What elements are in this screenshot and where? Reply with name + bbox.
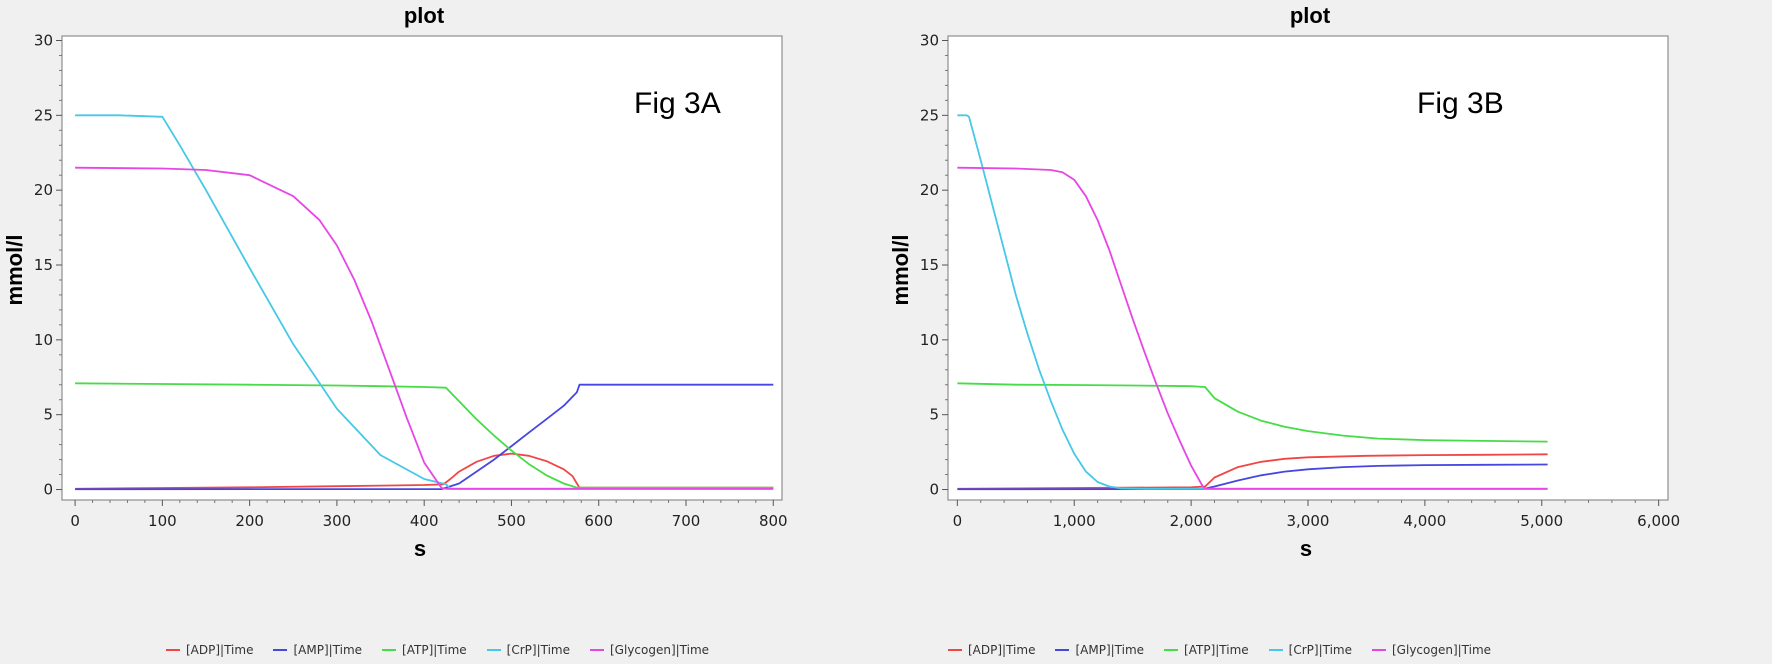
chart-b-xtick-label: 2,000 <box>1170 512 1213 530</box>
chart-svg-b: plot 0 5 10 15 20 25 30 0 1,000 2,000 3,000 4,000 5,0… <box>888 3 1680 561</box>
chart-a-ytick-label: 25 <box>34 106 53 124</box>
chart-b-ytick-label: 0 <box>929 481 939 499</box>
chart-b-legend-adp-time[interactable]: [ADP]|Time <box>948 640 1035 660</box>
chart-b-series-glycogen-time <box>957 166 1548 490</box>
chart-a-ytick-label: 5 <box>43 406 53 424</box>
chart-b-ytick-label: 25 <box>920 106 939 124</box>
legend-label: [AMP]|Time <box>293 643 363 657</box>
legend-a: [ADP]|Time [AMP]|Time [ATP]|Time [CrP]|Time… <box>166 640 729 660</box>
chart-a-xtick-label: 0 <box>70 512 80 530</box>
chart-a-xtick-label: 800 <box>759 512 788 530</box>
chart-b-series-crp-time <box>957 114 1548 490</box>
chart-b-series-atp-time <box>957 382 1548 443</box>
chart-b-ytick-label: 5 <box>929 406 939 424</box>
chart-a-plot-area <box>61 35 783 501</box>
chart-a-ylabel: mmol/l <box>2 235 27 306</box>
chart-b-series-adp-time <box>957 453 1548 490</box>
chart-b-xtick-label: 3,000 <box>1287 512 1330 530</box>
chart-a-legend-atp-time[interactable]: [ATP]|Time <box>382 640 467 660</box>
chart-b-xtick-label: 4,000 <box>1403 512 1446 530</box>
legend-label: [ATP]|Time <box>402 643 467 657</box>
chart-a-ytick-label: 15 <box>34 256 53 274</box>
chart-panel-a: plot 0 5 10 15 20 25 30 0 100 200 300 400 500 600 700 80… <box>2 3 788 660</box>
legend-swatch <box>1055 649 1070 651</box>
chart-a-ytick-label: 30 <box>34 31 53 49</box>
chart-b-xtick-label: 1,000 <box>1053 512 1096 530</box>
chart-b-ylabel: mmol/l <box>888 235 913 306</box>
legend-label: [ATP]|Time <box>1184 643 1249 657</box>
chart-a-series-amp-time <box>75 383 774 491</box>
chart-a-series-adp-time <box>75 452 774 490</box>
legend-swatch <box>166 649 180 651</box>
chart-a-ytick-label: 20 <box>34 181 53 199</box>
chart-a-xtick-label: 400 <box>410 512 439 530</box>
legend-b: [ADP]|Time [AMP]|Time [ATP]|Time [CrP]|Time… <box>948 640 1511 660</box>
legend-swatch <box>590 649 604 651</box>
legend-label: [ADP]|Time <box>186 643 254 657</box>
chart-a-title: plot <box>404 3 445 28</box>
legend-label: [Glycogen]|Time <box>1392 643 1492 657</box>
chart-b-xtick-label: 6,000 <box>1637 512 1680 530</box>
chart-b-legend-crp-time[interactable]: [CrP]|Time <box>1268 640 1352 660</box>
chart-b-legend-atp-time[interactable]: [ATP]|Time <box>1164 640 1249 660</box>
chart-a-xtick-label: 200 <box>235 512 264 530</box>
chart-a-legend-amp-time[interactable]: [AMP]|Time <box>273 640 362 660</box>
chart-b-ytick-label: 20 <box>920 181 939 199</box>
chart-b-series-amp-time <box>957 463 1548 491</box>
chart-a-legend-crp-time[interactable]: [CrP]|Time <box>486 640 570 660</box>
legend-label: [CrP]|Time <box>1288 643 1352 657</box>
chart-b-ytick-label: 30 <box>920 31 939 49</box>
chart-b-ytick-label: 15 <box>920 256 939 274</box>
legend-swatch <box>1372 649 1386 651</box>
chart-a-legend-adp-time[interactable]: [ADP]|Time <box>166 640 253 660</box>
chart-a-xtick-label: 700 <box>672 512 701 530</box>
legend-swatch <box>1164 649 1179 651</box>
legend-swatch <box>273 649 288 651</box>
legend-swatch <box>1268 649 1283 651</box>
legend-swatch <box>486 649 501 651</box>
chart-b-xtick-label: 0 <box>953 512 963 530</box>
chart-b-title: plot <box>1290 3 1331 28</box>
legend-swatch <box>948 649 962 651</box>
chart-a-ytick-label: 0 <box>43 481 53 499</box>
chart-b-xtick-label: 5,000 <box>1520 512 1563 530</box>
legend-label: [ADP]|Time <box>968 643 1036 657</box>
chart-panel-b: plot 0 5 10 15 20 25 30 0 1,000 2,000 3,000 4,000 5,0… <box>886 0 1772 664</box>
chart-a-series-atp-time <box>75 382 774 489</box>
legend-label: [AMP]|Time <box>1075 643 1145 657</box>
legend-swatch <box>382 649 397 651</box>
chart-a-xlabel: s <box>414 536 426 561</box>
chart-b-plot-area <box>947 35 1669 501</box>
chart-b-ytick-label: 10 <box>920 331 939 349</box>
chart-a-annotation: Fig 3A <box>634 87 721 120</box>
chart-b-legend-glycogen-time[interactable]: [Glycogen]|Time <box>1372 640 1491 660</box>
chart-a-series-glycogen-time <box>75 166 774 490</box>
chart-a-legend-glycogen-time[interactable]: [Glycogen]|Time <box>590 640 709 660</box>
chart-a-ytick-label: 10 <box>34 331 53 349</box>
chart-a-xtick-label: 600 <box>584 512 613 530</box>
chart-b-annotation: Fig 3B <box>1417 87 1504 120</box>
chart-b-xlabel: s <box>1300 536 1312 561</box>
chart-a-xtick-label: 500 <box>497 512 526 530</box>
legend-label: [Glycogen]|Time <box>610 643 710 657</box>
chart-a-xtick-label: 300 <box>323 512 352 530</box>
legend-label: [CrP]|Time <box>506 643 570 657</box>
chart-a-xtick-label: 100 <box>148 512 177 530</box>
chart-b-legend-amp-time[interactable]: [AMP]|Time <box>1055 640 1144 660</box>
